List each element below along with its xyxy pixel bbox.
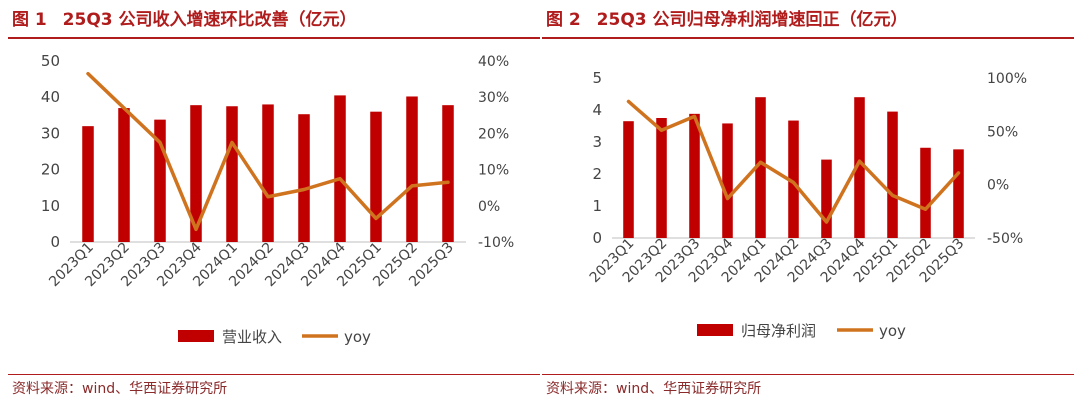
source-divider bbox=[8, 374, 540, 375]
chart-title: 25Q3 公司收入增速环比改善（亿元） bbox=[62, 10, 357, 30]
bar bbox=[118, 108, 130, 242]
title-divider bbox=[8, 37, 540, 39]
legend-label: yoy bbox=[879, 322, 906, 340]
source-note: 资料来源：wind、华西证券研究所 bbox=[546, 381, 762, 397]
source-divider bbox=[542, 374, 1074, 375]
bar bbox=[788, 120, 799, 238]
y-tick-label: 20 bbox=[41, 161, 60, 179]
y-tick-label: 40 bbox=[41, 88, 60, 106]
bar bbox=[442, 105, 454, 242]
y-tick-label: 4 bbox=[592, 101, 602, 119]
y-tick-label: 30 bbox=[41, 124, 60, 142]
bar bbox=[920, 147, 931, 238]
y-tick-label: 50 bbox=[41, 52, 60, 70]
bar bbox=[154, 119, 166, 242]
y-tick-label: 10 bbox=[41, 197, 60, 215]
bar bbox=[370, 111, 382, 243]
bar bbox=[298, 114, 310, 242]
y-tick-label: 3 bbox=[592, 133, 602, 151]
y-tick-label: 0 bbox=[50, 233, 60, 251]
y2-tick-label: 50% bbox=[987, 124, 1018, 140]
legend-label: 归母净利润 bbox=[741, 322, 816, 340]
y2-tick-label: 100% bbox=[987, 71, 1027, 87]
bar bbox=[953, 149, 964, 238]
bar bbox=[623, 121, 634, 238]
y2-tick-label: 0% bbox=[478, 199, 500, 215]
y-tick-label: 1 bbox=[592, 197, 602, 215]
bar bbox=[190, 105, 202, 242]
title-divider bbox=[542, 37, 1074, 39]
legend-label: 营业收入 bbox=[222, 328, 282, 346]
legend-label: yoy bbox=[344, 328, 371, 346]
y-tick-label: 2 bbox=[592, 165, 602, 183]
legend-swatch-bar bbox=[697, 324, 733, 336]
bar bbox=[226, 106, 238, 242]
source-note: 资料来源：wind、华西证券研究所 bbox=[12, 381, 228, 397]
yoy-line bbox=[86, 71, 450, 232]
chart-title-row: 图 1 25Q3 公司收入增速环比改善（亿元） bbox=[12, 6, 536, 36]
bar bbox=[722, 123, 733, 238]
chart-title: 25Q3 公司归母净利润增速回正（亿元） bbox=[596, 10, 908, 30]
y2-tick-label: 0% bbox=[987, 178, 1009, 194]
bar bbox=[334, 95, 346, 242]
chart-title-row: 图 2 25Q3 公司归母净利润增速回正（亿元） bbox=[546, 6, 1070, 36]
bar bbox=[854, 97, 865, 238]
bar bbox=[755, 97, 766, 238]
legend-swatch-bar bbox=[178, 330, 214, 342]
y2-tick-label: -10% bbox=[478, 235, 514, 251]
yoy-line bbox=[626, 99, 961, 224]
y2-tick-label: 10% bbox=[478, 163, 509, 179]
bar bbox=[262, 104, 274, 242]
bar bbox=[887, 111, 898, 238]
net-profit-chart: 012345-50%0%50%100%2023Q12023Q22023Q3202… bbox=[587, 69, 1027, 340]
revenue-chart: 01020304050-10%0%10%20%30%40%2023Q12023Q… bbox=[41, 52, 514, 346]
y2-tick-label: 20% bbox=[478, 126, 509, 142]
bar bbox=[82, 126, 94, 242]
y2-tick-label: 40% bbox=[478, 54, 509, 70]
chart-panel-revenue: 图 1 25Q3 公司收入增速环比改善（亿元） 0 10 20 30 40 50 -10% 0… bbox=[8, 0, 540, 410]
bar bbox=[656, 118, 667, 238]
y2-tick-label: -50% bbox=[987, 231, 1023, 247]
figure-number: 图 1 bbox=[12, 10, 47, 30]
bar bbox=[689, 113, 700, 238]
y-tick-label: 5 bbox=[592, 69, 602, 87]
bar bbox=[821, 159, 832, 238]
bar bbox=[406, 96, 418, 242]
y-tick-label: 0 bbox=[592, 229, 602, 247]
y2-tick-label: 30% bbox=[478, 90, 509, 106]
figure-number: 图 2 bbox=[546, 10, 581, 30]
chart-panel-net-profit: 图 2 25Q3 公司归母净利润增速回正（亿元） 0 1 2 3 4 5 -50% 0% 50%… bbox=[542, 0, 1074, 410]
